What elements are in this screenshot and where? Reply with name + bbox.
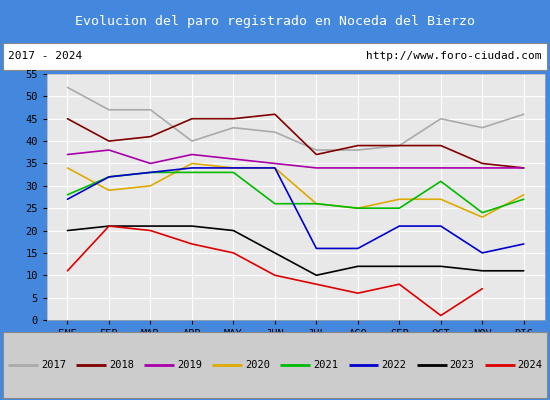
Text: 2017: 2017 bbox=[41, 360, 66, 370]
Text: 2017 - 2024: 2017 - 2024 bbox=[8, 51, 82, 61]
Text: 2019: 2019 bbox=[177, 360, 202, 370]
Text: 2024: 2024 bbox=[518, 360, 542, 370]
Text: http://www.foro-ciudad.com: http://www.foro-ciudad.com bbox=[366, 51, 542, 61]
Text: 2021: 2021 bbox=[313, 360, 338, 370]
Text: 2020: 2020 bbox=[245, 360, 270, 370]
Text: 2022: 2022 bbox=[381, 360, 406, 370]
Text: 2018: 2018 bbox=[109, 360, 134, 370]
Text: 2023: 2023 bbox=[449, 360, 474, 370]
Text: Evolucion del paro registrado en Noceda del Bierzo: Evolucion del paro registrado en Noceda … bbox=[75, 14, 475, 28]
